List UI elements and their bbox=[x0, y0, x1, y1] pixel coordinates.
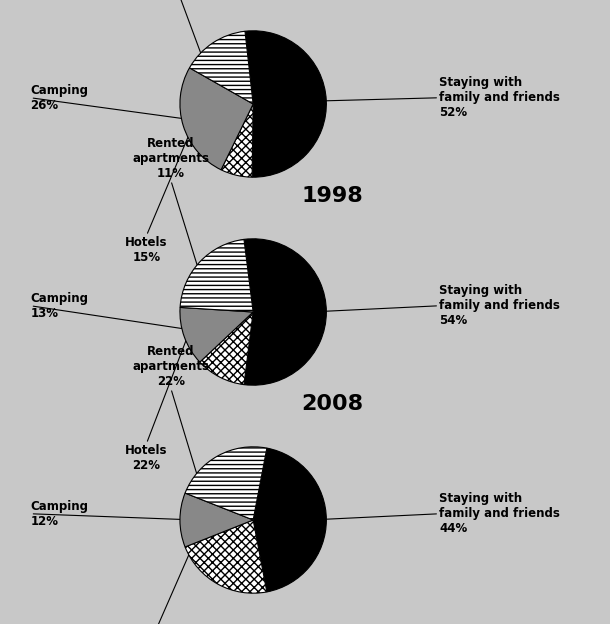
Text: Staying with
family and friends
44%: Staying with family and friends 44% bbox=[439, 492, 560, 535]
Text: Camping
26%: Camping 26% bbox=[30, 84, 88, 112]
Wedge shape bbox=[221, 104, 253, 177]
Text: 1998: 1998 bbox=[301, 186, 364, 206]
Wedge shape bbox=[180, 308, 253, 362]
Text: Hotels
15%: Hotels 15% bbox=[125, 236, 168, 264]
Wedge shape bbox=[245, 31, 326, 177]
Text: Camping
13%: Camping 13% bbox=[30, 292, 88, 319]
Text: Staying with
family and friends
54%: Staying with family and friends 54% bbox=[439, 285, 560, 327]
Text: 2008: 2008 bbox=[301, 394, 364, 414]
Text: Staying with
family and friends
52%: Staying with family and friends 52% bbox=[439, 76, 560, 119]
Text: Rented
apartments
22%: Rented apartments 22% bbox=[132, 345, 209, 388]
Wedge shape bbox=[190, 31, 253, 104]
Wedge shape bbox=[244, 239, 326, 385]
Wedge shape bbox=[180, 68, 253, 170]
Text: Hotels
22%: Hotels 22% bbox=[125, 444, 168, 472]
Text: Rented
apartments
11%: Rented apartments 11% bbox=[132, 137, 209, 180]
Wedge shape bbox=[185, 520, 267, 593]
Text: Camping
12%: Camping 12% bbox=[30, 500, 88, 528]
Wedge shape bbox=[180, 240, 253, 312]
Wedge shape bbox=[185, 447, 267, 520]
Wedge shape bbox=[200, 312, 253, 384]
Wedge shape bbox=[180, 493, 253, 547]
Wedge shape bbox=[253, 448, 326, 592]
